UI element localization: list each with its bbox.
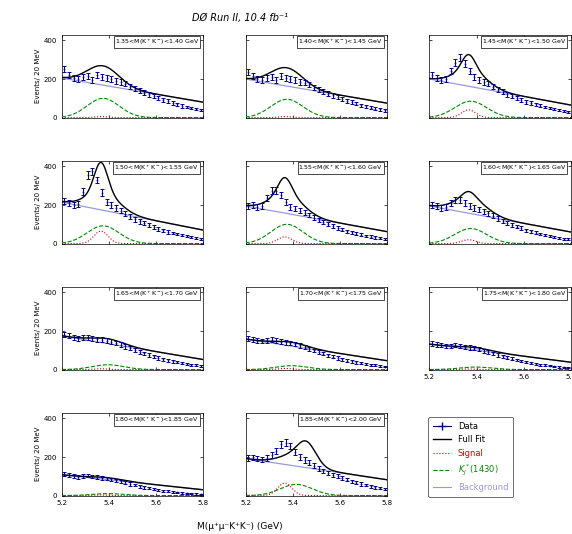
Text: 1.55<M(K$^+$K$^-$)<1.60 GeV: 1.55<M(K$^+$K$^-$)<1.60 GeV (299, 163, 383, 173)
Text: 1.40<M(K$^+$K$^-$)<1.45 GeV: 1.40<M(K$^+$K$^-$)<1.45 GeV (298, 37, 383, 47)
Text: 1.75<M(K$^+$K$^-$)<1.80 GeV: 1.75<M(K$^+$K$^-$)<1.80 GeV (483, 289, 567, 299)
Text: 1.70<M(K$^+$K$^-$)<1.75 GeV: 1.70<M(K$^+$K$^-$)<1.75 GeV (299, 289, 383, 299)
Text: DØ Run II, 10.4 fb⁻¹: DØ Run II, 10.4 fb⁻¹ (192, 13, 288, 23)
Y-axis label: Events/ 20 MeV: Events/ 20 MeV (35, 175, 41, 229)
Text: 1.60<M(K$^+$K$^-$)<1.65 GeV: 1.60<M(K$^+$K$^-$)<1.65 GeV (482, 163, 567, 173)
Text: 1.85<M(K$^+$K$^-$)<2.00 GeV: 1.85<M(K$^+$K$^-$)<2.00 GeV (299, 415, 383, 425)
Y-axis label: Events/ 20 MeV: Events/ 20 MeV (35, 427, 41, 481)
Y-axis label: Events/ 20 MeV: Events/ 20 MeV (35, 49, 41, 104)
Text: 1.45<M(K$^+$K$^-$)<1.50 GeV: 1.45<M(K$^+$K$^-$)<1.50 GeV (482, 37, 567, 47)
Text: M(μ⁺μ⁻K⁺K⁻) (GeV): M(μ⁺μ⁻K⁺K⁻) (GeV) (197, 522, 283, 531)
Text: 1.65<M(K$^+$K$^-$)<1.70 GeV: 1.65<M(K$^+$K$^-$)<1.70 GeV (115, 289, 199, 299)
Text: 1.80<M(K$^+$K$^-$)<1.85 GeV: 1.80<M(K$^+$K$^-$)<1.85 GeV (114, 415, 199, 425)
Text: 1.50<M(K$^+$K$^-$)<1.55 GeV: 1.50<M(K$^+$K$^-$)<1.55 GeV (114, 163, 199, 173)
Y-axis label: Events/ 20 MeV: Events/ 20 MeV (35, 301, 41, 355)
Legend: Data, Full Fit, Signal, $K_J^*(1430)$, Background: Data, Full Fit, Signal, $K_J^*(1430)$, B… (428, 417, 514, 497)
Text: 1.35<M(K$^+$K$^-$)<1.40 GeV: 1.35<M(K$^+$K$^-$)<1.40 GeV (114, 37, 199, 47)
